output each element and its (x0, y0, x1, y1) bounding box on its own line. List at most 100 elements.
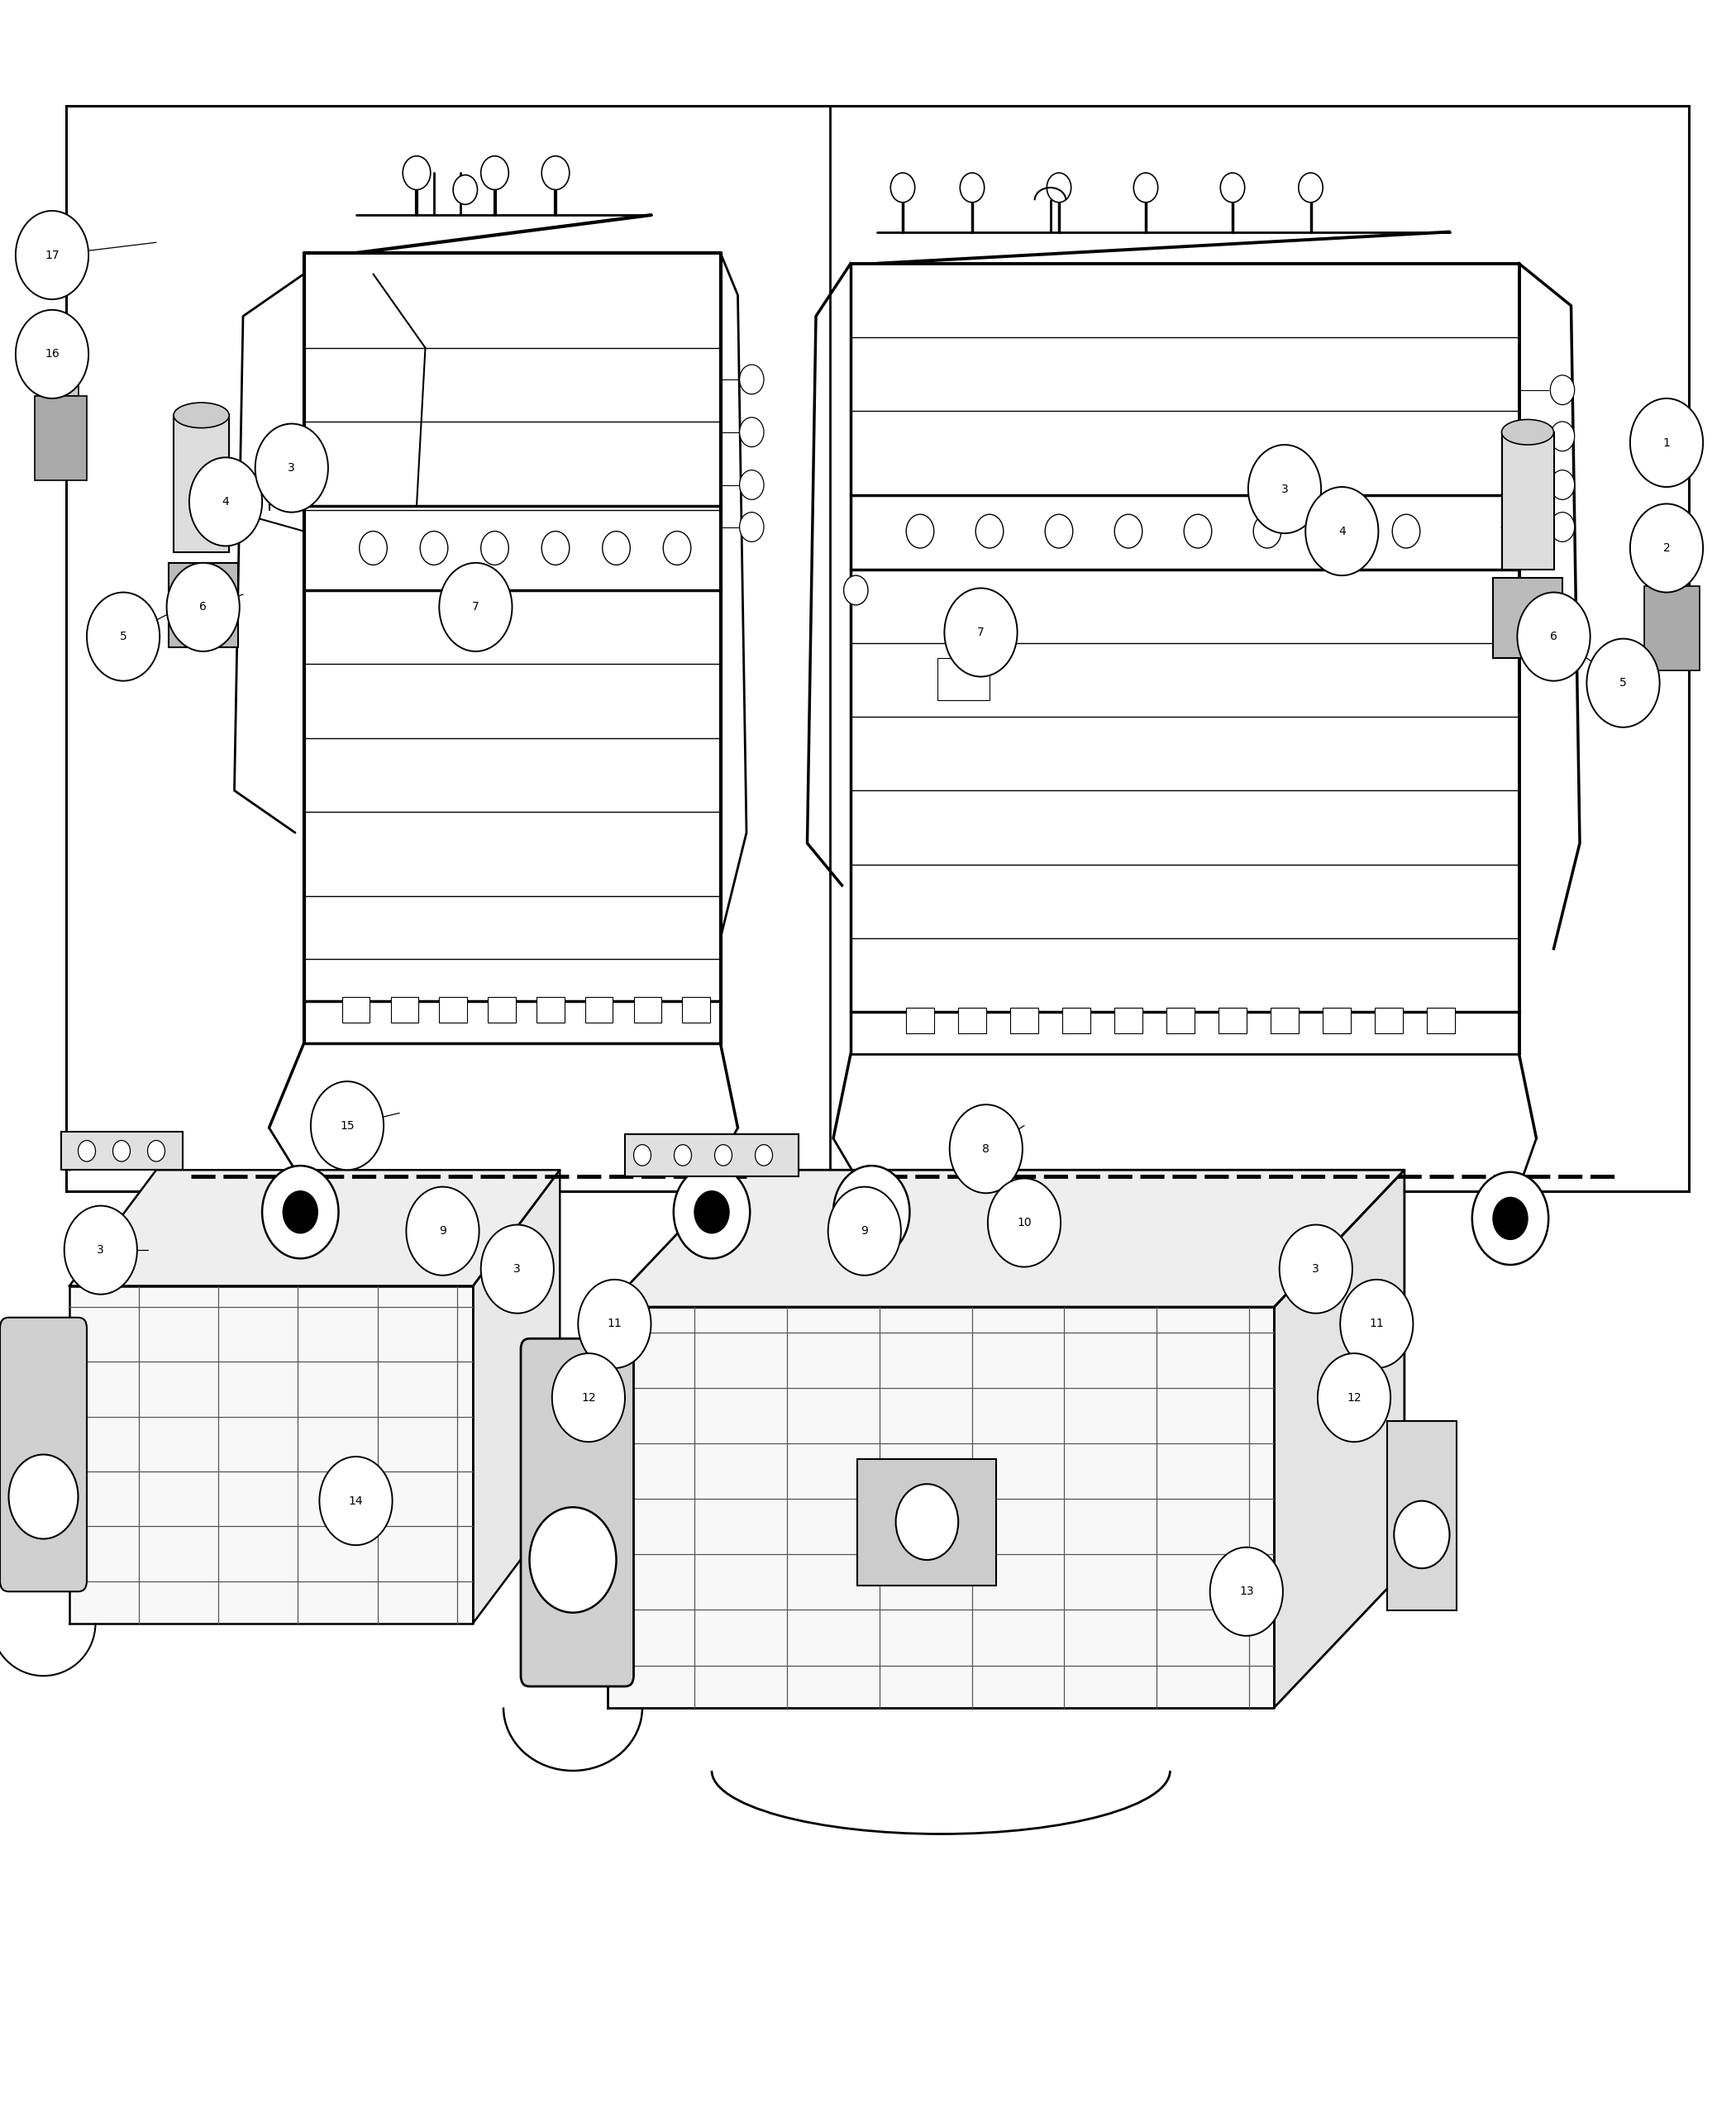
Bar (937, 658, 990, 700)
Circle shape (854, 1191, 889, 1233)
Text: 9: 9 (439, 1225, 446, 1237)
Circle shape (403, 156, 431, 190)
Bar (66, 105, 1689, 1191)
Circle shape (1550, 422, 1575, 451)
Bar (1167, 1008, 1194, 1033)
Circle shape (663, 531, 691, 565)
Text: 4: 4 (222, 495, 229, 508)
Bar (536, 997, 564, 1022)
Circle shape (1047, 173, 1071, 202)
Circle shape (1630, 504, 1703, 592)
Text: 14: 14 (349, 1495, 363, 1507)
Circle shape (1472, 1172, 1549, 1265)
Circle shape (674, 1166, 750, 1258)
Circle shape (481, 156, 509, 190)
Circle shape (694, 1191, 729, 1233)
Circle shape (740, 470, 764, 500)
FancyBboxPatch shape (521, 1339, 634, 1686)
Text: 6: 6 (1550, 630, 1557, 643)
Circle shape (255, 424, 328, 512)
Bar (858, 1459, 996, 1585)
Circle shape (1210, 1547, 1283, 1636)
Bar (1219, 1008, 1246, 1033)
Text: 15: 15 (340, 1119, 354, 1132)
Polygon shape (608, 1307, 1274, 1707)
Circle shape (439, 563, 512, 651)
Circle shape (311, 1081, 384, 1170)
Circle shape (1587, 639, 1660, 727)
Bar (1375, 1008, 1403, 1033)
Circle shape (481, 1225, 554, 1313)
Circle shape (481, 531, 509, 565)
Circle shape (167, 563, 240, 651)
Circle shape (1392, 514, 1420, 548)
Circle shape (1550, 375, 1575, 405)
Circle shape (1318, 1353, 1391, 1442)
Circle shape (406, 1187, 479, 1275)
Circle shape (271, 455, 292, 481)
Text: 12: 12 (582, 1391, 595, 1404)
Text: 5: 5 (1620, 677, 1627, 689)
Text: 11: 11 (1370, 1318, 1384, 1330)
Ellipse shape (1502, 419, 1554, 445)
Bar (1271, 1008, 1299, 1033)
Text: 3: 3 (97, 1244, 104, 1256)
Circle shape (113, 1140, 130, 1162)
Circle shape (1248, 445, 1321, 533)
Circle shape (1045, 514, 1073, 548)
Text: 3: 3 (514, 1263, 521, 1275)
Text: 8: 8 (983, 1143, 990, 1155)
Bar (1115, 1008, 1142, 1033)
Text: 5: 5 (120, 630, 127, 643)
Text: 11: 11 (608, 1318, 621, 1330)
Bar (1010, 1008, 1038, 1033)
Text: 7: 7 (977, 626, 984, 639)
Circle shape (1278, 476, 1299, 502)
Circle shape (1630, 398, 1703, 487)
Circle shape (319, 1457, 392, 1545)
Circle shape (944, 588, 1017, 677)
Circle shape (359, 531, 387, 565)
Bar (585, 997, 613, 1022)
Circle shape (148, 1140, 165, 1162)
Circle shape (283, 1191, 318, 1233)
Bar (1644, 586, 1700, 670)
Circle shape (828, 1187, 901, 1275)
Circle shape (602, 531, 630, 565)
Circle shape (262, 1166, 339, 1258)
Bar (1427, 1008, 1455, 1033)
Circle shape (976, 514, 1003, 548)
Circle shape (542, 156, 569, 190)
Circle shape (833, 1166, 910, 1258)
Text: 10: 10 (1017, 1216, 1031, 1229)
Text: 9: 9 (861, 1225, 868, 1237)
Circle shape (988, 1178, 1061, 1267)
Polygon shape (69, 1170, 559, 1286)
Bar (488, 997, 516, 1022)
Circle shape (16, 211, 89, 299)
Bar (1502, 432, 1554, 569)
Circle shape (578, 1280, 651, 1368)
Circle shape (552, 1353, 625, 1442)
Circle shape (453, 175, 477, 204)
Circle shape (420, 531, 448, 565)
Bar (1323, 1008, 1351, 1033)
Circle shape (1299, 173, 1323, 202)
Circle shape (1134, 173, 1158, 202)
Circle shape (189, 457, 262, 546)
Circle shape (9, 1455, 78, 1539)
Bar (625, 1134, 799, 1176)
Text: 7: 7 (472, 601, 479, 613)
Text: 2: 2 (1663, 542, 1670, 554)
Ellipse shape (174, 403, 229, 428)
Bar (906, 1008, 934, 1033)
Text: 3: 3 (1312, 1263, 1319, 1275)
Circle shape (1394, 1501, 1450, 1568)
Polygon shape (69, 1286, 472, 1623)
Circle shape (1517, 592, 1590, 681)
Circle shape (896, 1484, 958, 1560)
Polygon shape (608, 1170, 1404, 1307)
Polygon shape (1274, 1170, 1404, 1707)
Bar (958, 1008, 986, 1033)
Circle shape (960, 173, 984, 202)
